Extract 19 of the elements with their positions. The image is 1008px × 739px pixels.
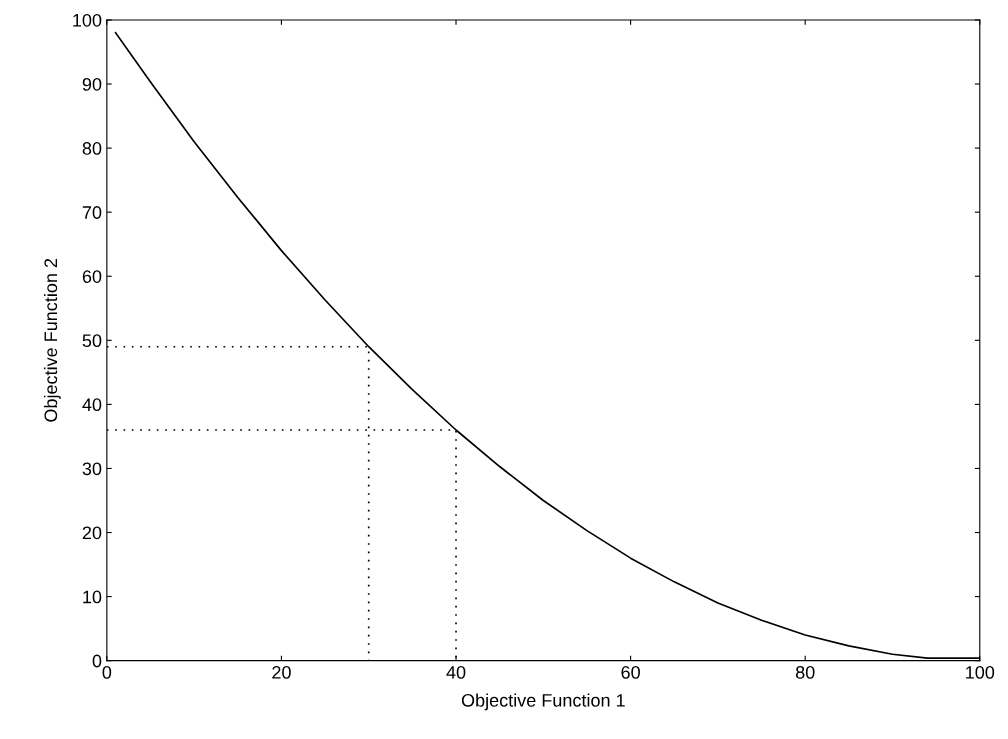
y-tick-label: 80 (82, 142, 102, 155)
y-tick-label: 10 (83, 590, 102, 604)
y-tick-label: 40 (82, 398, 102, 412)
x-tick-label: 100 (966, 666, 995, 679)
x-tick-label: 20 (272, 666, 291, 679)
y-tick-label: 60 (82, 270, 102, 283)
y-tick-label: 90 (82, 77, 102, 91)
x-axis-title: Objective Function 1 (461, 693, 625, 711)
y-tick-label: 0 (92, 654, 102, 668)
y-tick-label: 70 (82, 206, 102, 219)
x-tick-label: 40 (446, 666, 466, 679)
x-tick-label: 0 (102, 666, 112, 679)
x-tick-label: 60 (621, 666, 640, 679)
y-tick-label: 20 (82, 526, 102, 540)
y-axis-title: Objective Function 2 (43, 258, 61, 422)
y-tick-label: 50 (82, 334, 102, 348)
y-tick-label: 30 (82, 462, 102, 476)
x-tick-label: 80 (795, 666, 815, 679)
y-tick-label: 100 (73, 13, 102, 27)
